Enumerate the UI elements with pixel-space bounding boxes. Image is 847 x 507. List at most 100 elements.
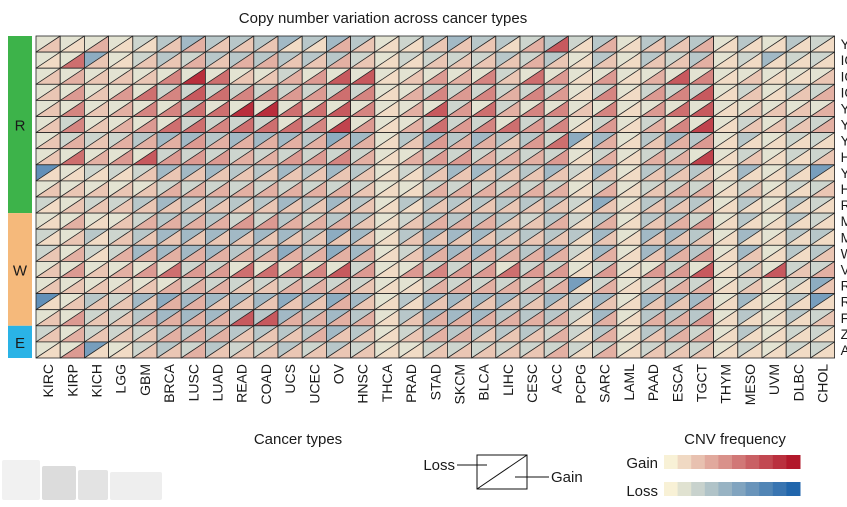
cell-diagonal	[229, 148, 255, 166]
cell-YTHDC2-LUSC	[180, 132, 206, 150]
cell-diagonal	[253, 325, 279, 343]
cell-diagonal	[156, 35, 182, 53]
cell-ZC3H13-ACC	[543, 325, 569, 343]
cell-YTHDC2-STAD	[422, 132, 448, 150]
cell-VIRMA-PAAD	[640, 260, 666, 278]
cell-diagonal	[689, 83, 714, 101]
cell-HNRNPC-READ	[229, 180, 255, 198]
cell-diagonal	[229, 132, 255, 150]
cell-ZC3H13-PAAD	[640, 325, 666, 343]
cell-diagonal	[156, 100, 182, 117]
cell-diagonal	[785, 277, 811, 294]
cell-HNRNPA2B1-LUSC	[180, 148, 206, 166]
cell-VIRMA-LIHC	[495, 260, 521, 278]
cell-METTL14-LUAD	[204, 228, 230, 246]
cell-diagonal	[374, 100, 400, 117]
cell-diagonal	[592, 116, 618, 133]
cell-HNRNPA2B1-LIHC	[495, 148, 521, 166]
cell-YTHDF3-BRCA	[156, 116, 182, 134]
cell-diagonal	[737, 196, 763, 214]
gain-scale-swatch	[704, 455, 719, 469]
cell-HNRNPA2B1-ACC	[543, 148, 569, 166]
cell-diagonal	[108, 100, 134, 117]
gain-scale-swatch	[745, 455, 760, 469]
cell-diagonal	[108, 83, 134, 101]
cell-diagonal	[59, 341, 85, 359]
cell-diagonal	[471, 277, 497, 294]
cell-YTHDF1-DLBC	[785, 100, 811, 117]
cell-ZC3H13-UVM	[761, 325, 787, 343]
gene-labels: YTHDC1IGF2BP1IGF2BP2IGF2BP3YTHDF1YTHDF3Y…	[841, 37, 847, 358]
cell-METTL3-LAML	[616, 212, 642, 230]
loss-scale-swatch	[677, 482, 692, 496]
cell-diagonal	[592, 164, 618, 182]
cell-RBM15B-KIRC	[35, 293, 61, 311]
cell-diagonal	[785, 212, 811, 230]
cell-IGF2BP2-READ	[229, 67, 255, 85]
group-bar-E	[8, 325, 32, 358]
cell-RBM15-THYM	[713, 277, 739, 295]
cell-YTHDF3-GBM	[132, 116, 158, 134]
cell-diagonal	[229, 212, 255, 230]
cell-diagonal	[447, 100, 472, 117]
cell-diagonal	[301, 325, 327, 343]
cell-HNRNPA2B1-CESC	[519, 148, 545, 166]
cell-YTHDC1-ESCA	[664, 35, 690, 53]
cell-diagonal	[616, 35, 642, 53]
cell-ALKBH5-LUAD	[204, 341, 230, 359]
cell-diagonal	[519, 164, 545, 182]
cell-RBMX-OV	[325, 196, 351, 214]
cell-diagonal	[785, 35, 811, 53]
cell-YTHDF2-KIRP	[59, 164, 85, 182]
cell-diagonal	[156, 325, 182, 343]
cell-YTHDF3-LIHC	[495, 116, 521, 134]
cell-diagonal	[205, 164, 230, 182]
cell-diagonal	[761, 35, 787, 53]
cell-diagonal	[543, 341, 569, 359]
cell-diagonal	[616, 309, 642, 327]
cell-diagonal	[277, 212, 303, 230]
cell-RBMX-COAD	[253, 196, 279, 214]
cell-YTHDC2-THYM	[713, 132, 739, 150]
cell-WTAP-ACC	[543, 244, 569, 262]
cell-RBMX-DLBC	[785, 196, 811, 214]
cell-RBM15-PCPG	[568, 277, 594, 295]
cell-WTAP-UCS	[277, 244, 303, 262]
cell-diagonal	[737, 244, 763, 262]
cell-diagonal	[301, 277, 327, 294]
cell-diagonal	[568, 116, 593, 133]
cell-IGF2BP2-TGCT	[689, 67, 715, 85]
cell-YTHDC1-PRAD	[398, 35, 424, 53]
cell-IGF2BP1-LAML	[616, 51, 642, 69]
cell-HNRNPC-THCA	[374, 180, 400, 198]
cell-IGF2BP2-LIHC	[495, 67, 521, 85]
cell-ALKBH5-TGCT	[689, 341, 715, 359]
cell-WTAP-BLCA	[471, 244, 497, 262]
cell-YTHDF1-LAML	[616, 100, 642, 117]
cell-METTL3-CESC	[519, 212, 545, 230]
cell-IGF2BP1-ACC	[543, 51, 569, 69]
cell-diagonal	[689, 277, 714, 294]
cell-diagonal	[132, 148, 158, 166]
cell-diagonal	[519, 116, 545, 133]
cell-ZC3H13-KIRC	[35, 325, 61, 343]
cell-METTL3-READ	[229, 212, 255, 230]
cell-diagonal	[398, 277, 424, 294]
cell-YTHDC1-UVM	[761, 35, 787, 53]
cell-diagonal	[277, 148, 303, 166]
cell-diagonal	[810, 180, 835, 198]
cell-diagonal	[59, 309, 85, 327]
cell-YTHDC1-KICH	[84, 35, 110, 53]
cell-diagonal	[350, 100, 376, 117]
cancer-type-label: SKCM	[452, 364, 468, 404]
cell-diagonal	[326, 51, 351, 69]
cell-HNRNPC-CESC	[519, 180, 545, 198]
cell-YTHDF2-MESO	[737, 164, 763, 182]
cell-diagonal	[640, 261, 666, 278]
loss-triangle	[253, 245, 278, 262]
cell-diagonal	[301, 228, 327, 246]
cell-diagonal	[543, 196, 569, 214]
cell-YTHDF2-ACC	[543, 164, 569, 182]
cancer-type-label: SARC	[597, 364, 613, 403]
cancer-type-label: DLBC	[790, 364, 806, 401]
